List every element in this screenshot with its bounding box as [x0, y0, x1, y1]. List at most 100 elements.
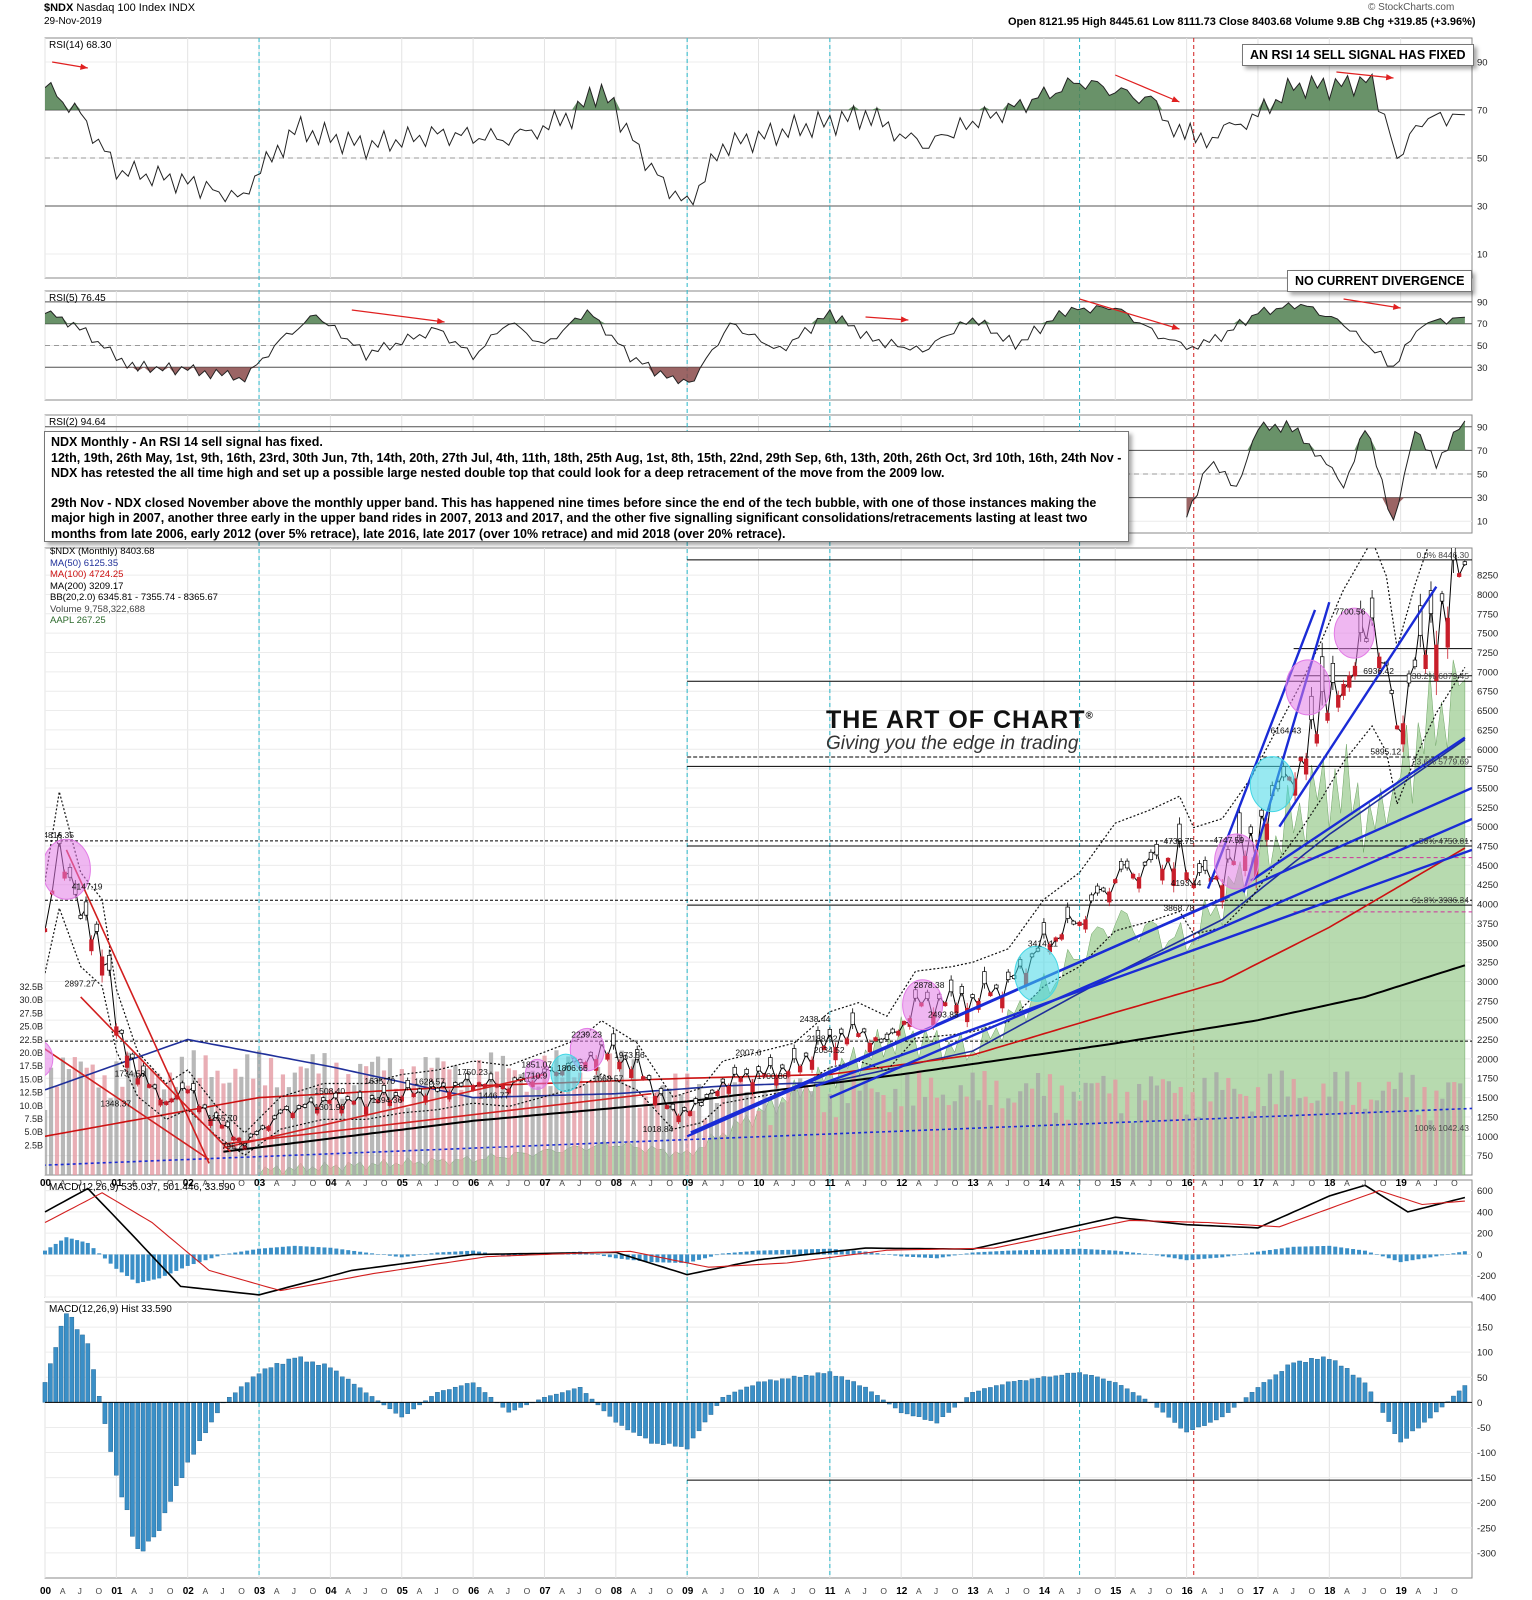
volume-bar	[1160, 1079, 1166, 1175]
macd-hist-bar	[672, 1402, 678, 1447]
highlight-circle	[902, 979, 944, 1031]
stockcharts-watermark: © StockCharts.com	[1368, 2, 1455, 13]
candle-body	[861, 1028, 867, 1033]
macd-hist-mini-bar	[1113, 1250, 1118, 1255]
candle-body	[1264, 823, 1270, 840]
macd-hist-bar	[500, 1402, 506, 1408]
volume-bar	[578, 1072, 583, 1175]
macd-hist-bar	[1112, 1382, 1118, 1403]
macd-hist-mini-bar	[429, 1253, 434, 1255]
macd-hist-mini-bar	[1184, 1254, 1189, 1261]
macd-hist-bar	[1332, 1360, 1338, 1403]
candle-body	[1314, 734, 1319, 744]
candle-body	[476, 1082, 482, 1086]
candle-body	[1220, 885, 1225, 903]
macd-hist-bar	[328, 1367, 333, 1403]
x-month-label: J	[292, 1178, 296, 1188]
macd-hist-bar	[1035, 1377, 1041, 1403]
y-tick-label: 1750	[1477, 1074, 1498, 1085]
volume-axis-label: 30.0B	[19, 995, 43, 1005]
macd-hist-mini-bar	[1154, 1254, 1159, 1256]
candle-body	[124, 1055, 130, 1068]
volume-bar	[1184, 1114, 1189, 1175]
macd-hist-mini-bar	[649, 1254, 654, 1263]
volume-bar	[595, 1066, 601, 1175]
divergence-arrow	[1079, 298, 1180, 330]
y-tick-label: -250	[1477, 1523, 1496, 1534]
x-year-label: 17	[1253, 1586, 1265, 1597]
macd-hist-bar	[1279, 1371, 1285, 1403]
macd-hist-mini-bar	[732, 1252, 737, 1255]
volume-bar	[167, 1072, 173, 1175]
candle-body	[1347, 675, 1352, 688]
candle-body	[879, 1038, 884, 1043]
price-annotation-label: 6936.42	[1363, 666, 1394, 676]
macd-hist-bar	[351, 1383, 357, 1403]
macd-hist-bar	[916, 1402, 922, 1417]
candle-body	[670, 1103, 676, 1110]
candle-body	[676, 1115, 681, 1123]
x-month-label: O	[952, 1178, 959, 1188]
divergence-arrow	[351, 309, 445, 323]
volume-bar	[661, 1084, 666, 1175]
macd-hist-bar	[140, 1402, 146, 1552]
volume-bar	[732, 1082, 737, 1175]
volume-bar	[1089, 1083, 1094, 1175]
candle-body	[786, 1071, 791, 1077]
x-month-label: A	[1201, 1586, 1207, 1596]
macd-hist-mini-bar	[1457, 1252, 1462, 1255]
candle-body	[1191, 883, 1196, 889]
y-tick-label: 2500	[1477, 1016, 1498, 1027]
candle-body	[208, 1119, 213, 1126]
x-month-label: O	[1023, 1586, 1030, 1596]
candle-body	[357, 1091, 363, 1098]
volume-bar	[1226, 1077, 1231, 1175]
volume-bar	[185, 1085, 190, 1175]
macd-hist-bar	[292, 1357, 298, 1403]
x-month-label: A	[345, 1586, 351, 1596]
candle-body	[399, 1096, 404, 1102]
macd-hist-bar	[1439, 1402, 1445, 1408]
y-tick-label: 4250	[1477, 880, 1498, 891]
macd-hist-bar	[548, 1395, 553, 1403]
macd-hist-bar	[667, 1402, 672, 1444]
macd-hist-mini-bar	[59, 1240, 64, 1255]
price-annotation-label: 795.25	[222, 1141, 248, 1151]
y-tick-label: 6500	[1477, 706, 1498, 717]
x-month-label: J	[1433, 1586, 1437, 1596]
macd-hist-mini-bar	[940, 1254, 945, 1258]
macd-hist-mini-bar	[1321, 1245, 1326, 1255]
candle-body	[488, 1073, 494, 1080]
volume-bar	[494, 1071, 500, 1175]
macd-hist-mini-bar	[1315, 1246, 1320, 1255]
volume-bar	[45, 1110, 48, 1175]
macd-hist-bar	[613, 1402, 619, 1423]
macd-hist-mini-bar	[1428, 1254, 1433, 1258]
volume-bar	[292, 1072, 297, 1175]
volume-bar	[928, 1077, 934, 1175]
volume-bar	[393, 1088, 399, 1175]
candle-body	[815, 1030, 821, 1042]
macd-hist-mini-bar	[500, 1254, 505, 1256]
macd-hist-mini-bar	[1190, 1254, 1195, 1260]
macd-hist-bar	[833, 1375, 839, 1403]
legend-bb: BB(20,2.0) 6345.81 - 7355.74 - 8365.67	[50, 592, 218, 603]
volume-bar	[601, 1076, 607, 1175]
macd-hist-bar	[262, 1368, 268, 1403]
volume-bar	[1113, 1079, 1118, 1175]
macd-hist-mini-bar	[625, 1254, 630, 1260]
panel-title-rsi5: RSI(5) 76.45	[49, 293, 106, 304]
macd-hist-bar	[1017, 1379, 1023, 1403]
logo-title: THE ART OF CHART	[826, 706, 1086, 734]
x-year-label: 12	[896, 1178, 908, 1189]
macd-hist-bar	[922, 1402, 928, 1420]
volume-bar	[756, 1110, 761, 1175]
x-month-label: J	[1362, 1178, 1366, 1188]
x-month-label: J	[791, 1586, 795, 1596]
macd-hist-bar	[994, 1385, 999, 1403]
macd-hist-bar	[345, 1378, 351, 1403]
candle-body	[1071, 920, 1076, 925]
x-month-label: J	[577, 1586, 581, 1596]
candle-body	[850, 1012, 855, 1025]
macd-hist-mini-bar	[1267, 1249, 1272, 1255]
